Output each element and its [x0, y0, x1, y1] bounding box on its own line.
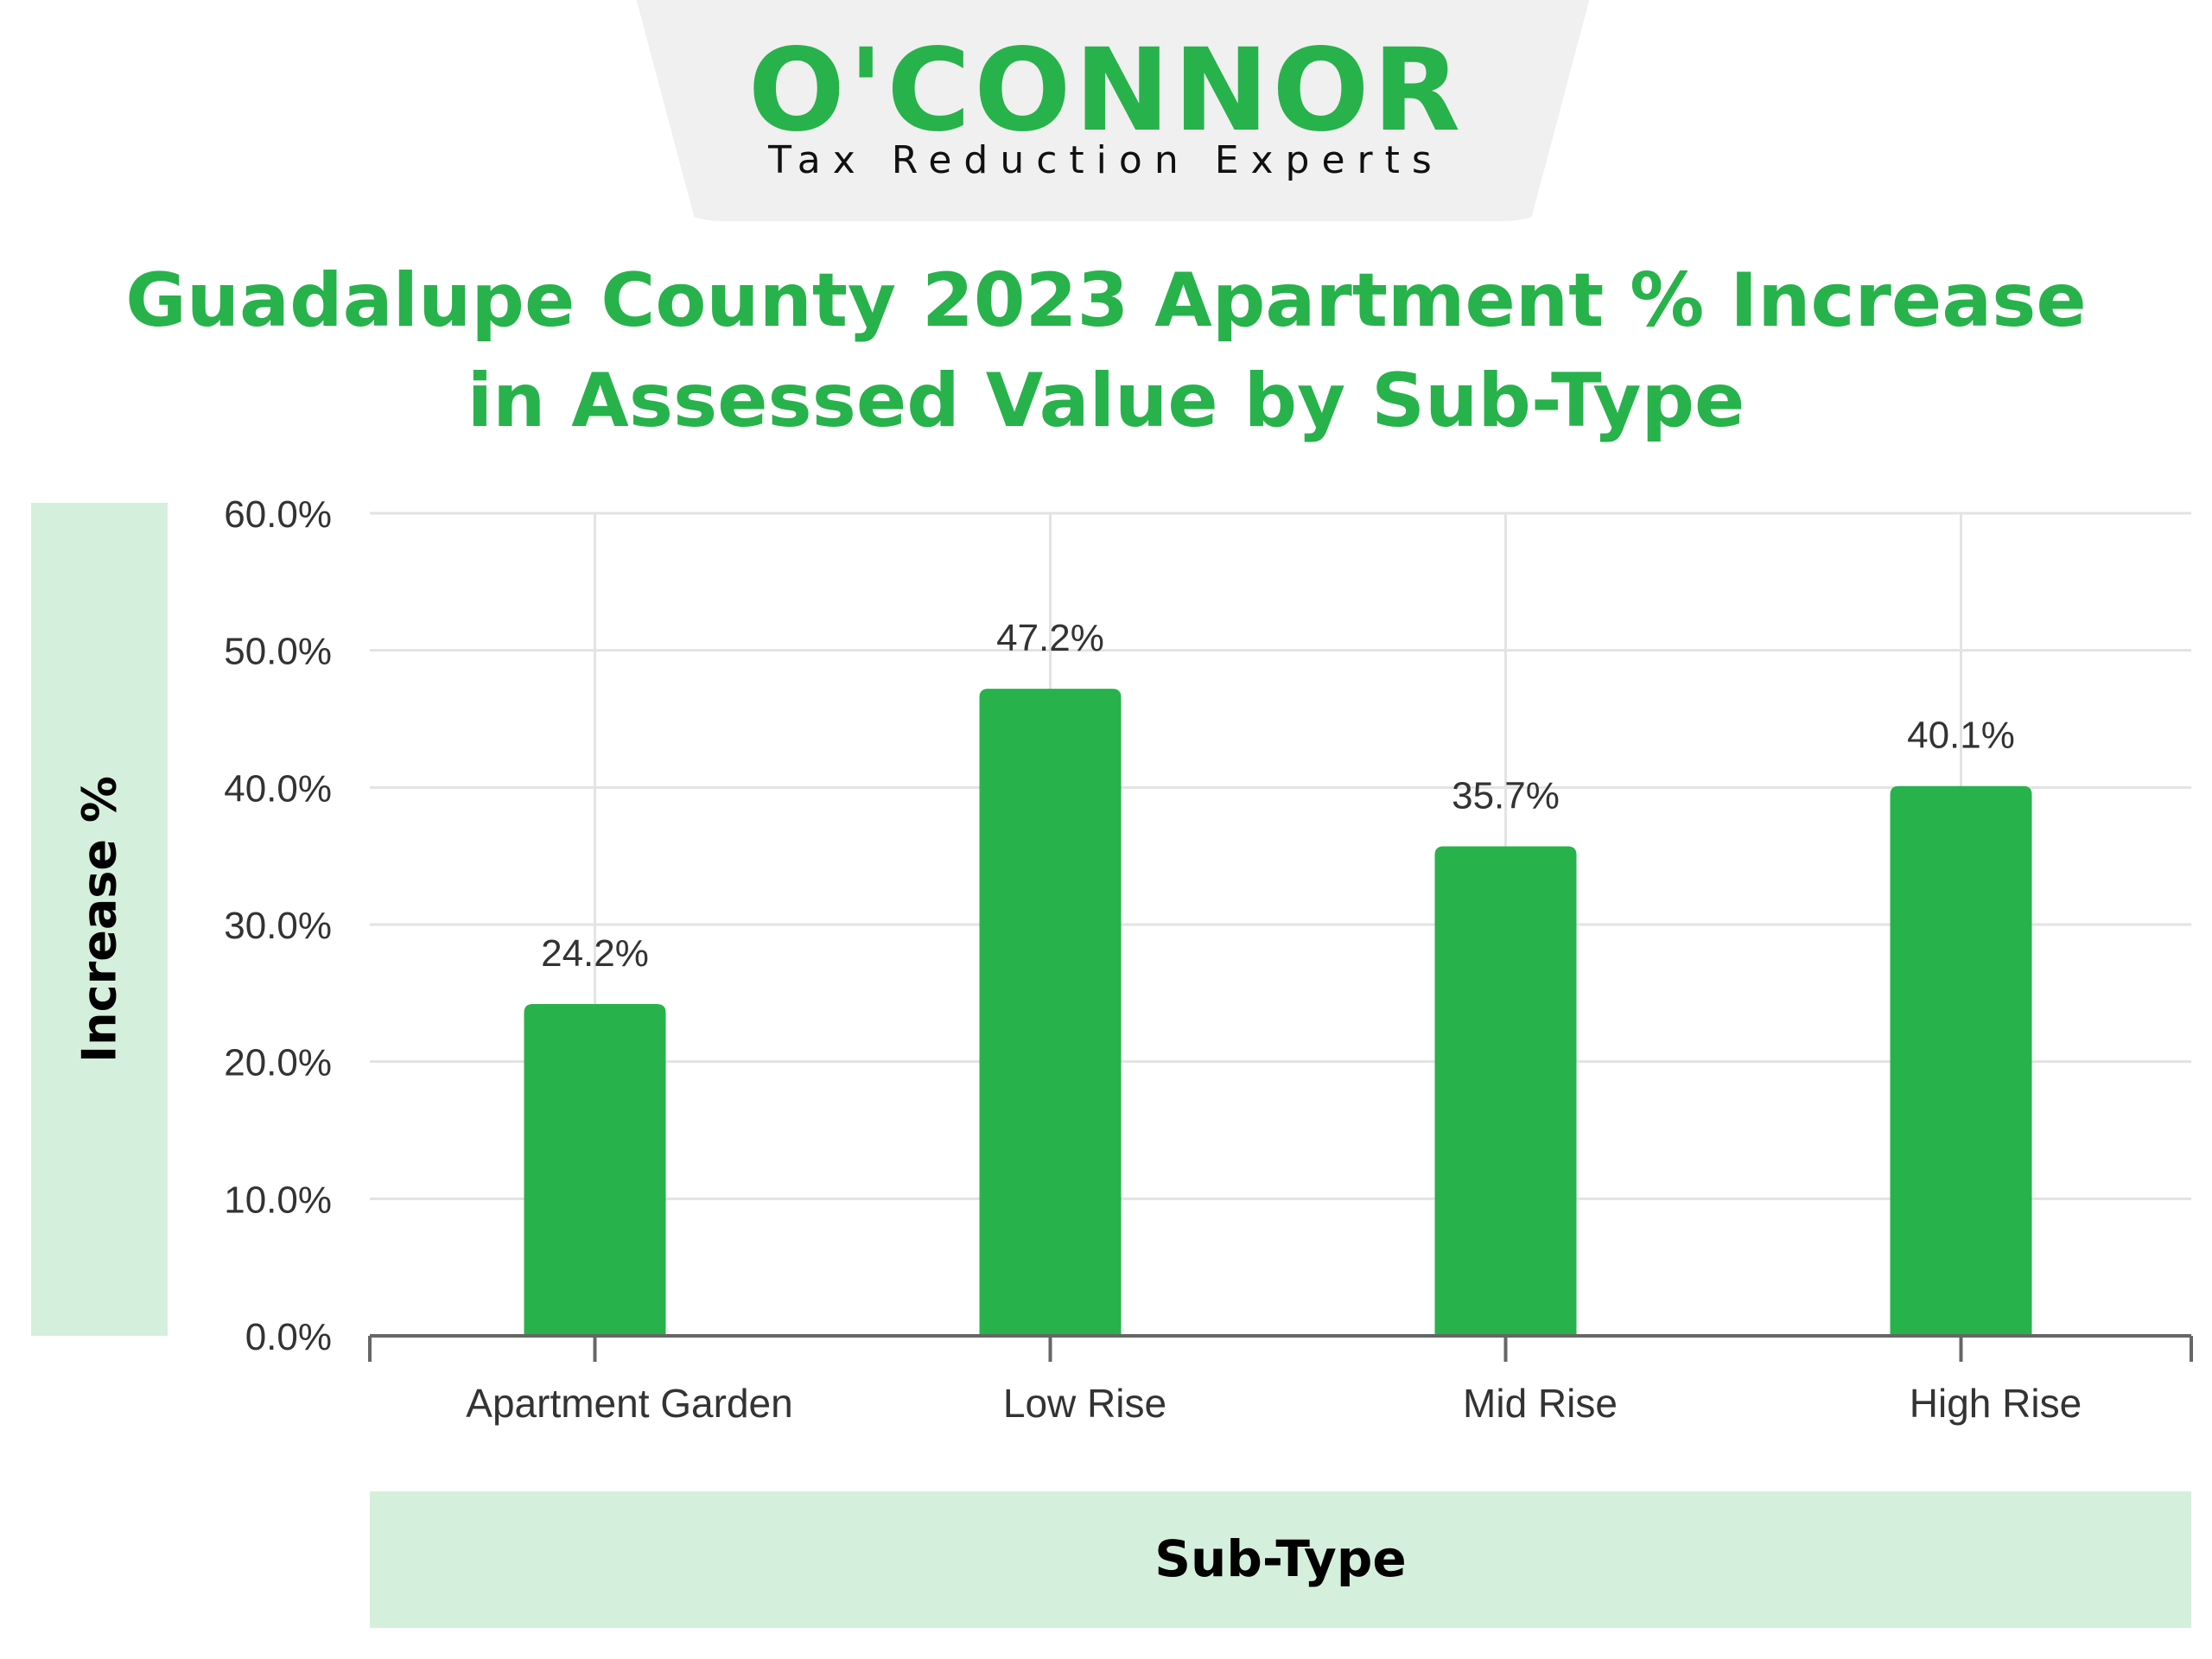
chart-title-line: Guadalupe County 2023 Apartment % Increa… [125, 257, 2087, 344]
y-tick-label: 20.0% [224, 1042, 332, 1084]
bar [979, 689, 1122, 1336]
y-tick-label: 40.0% [224, 767, 332, 810]
bar [1434, 846, 1577, 1336]
x-tick-label: Mid Rise [1463, 1381, 1618, 1426]
y-tick-label: 30.0% [224, 905, 332, 947]
x-axis-label-panel [370, 1491, 2191, 1628]
y-tick-label: 10.0% [224, 1179, 332, 1221]
chart-title: Guadalupe County 2023 Apartment % Increa… [0, 251, 2212, 451]
x-tick-label: Low Rise [1003, 1381, 1166, 1426]
y-tick-label: 60.0% [224, 493, 332, 536]
logo-tagline: Tax Reduction Experts [768, 138, 1444, 182]
logo-wordmark: O'CONNOR [747, 24, 1465, 157]
data-label: 47.2% [996, 617, 1104, 659]
data-label: 24.2% [541, 932, 649, 975]
y-axis-label-panel [31, 503, 168, 1336]
data-label: 40.1% [1907, 715, 2015, 757]
y-tick-label: 50.0% [224, 631, 332, 673]
y-tick-label: 0.0% [245, 1316, 332, 1358]
logo-background [627, 0, 1599, 221]
x-tick-label: Apartment Garden [466, 1381, 792, 1426]
data-label: 35.7% [1452, 775, 1560, 817]
x-tick-label: High Rise [1910, 1381, 2082, 1426]
bar [524, 1004, 666, 1336]
x-axis-label: Sub-Type [1154, 1529, 1407, 1588]
chart-title-line: in Assessed Value by Sub-Type [467, 358, 1745, 444]
bar [1890, 785, 2032, 1336]
